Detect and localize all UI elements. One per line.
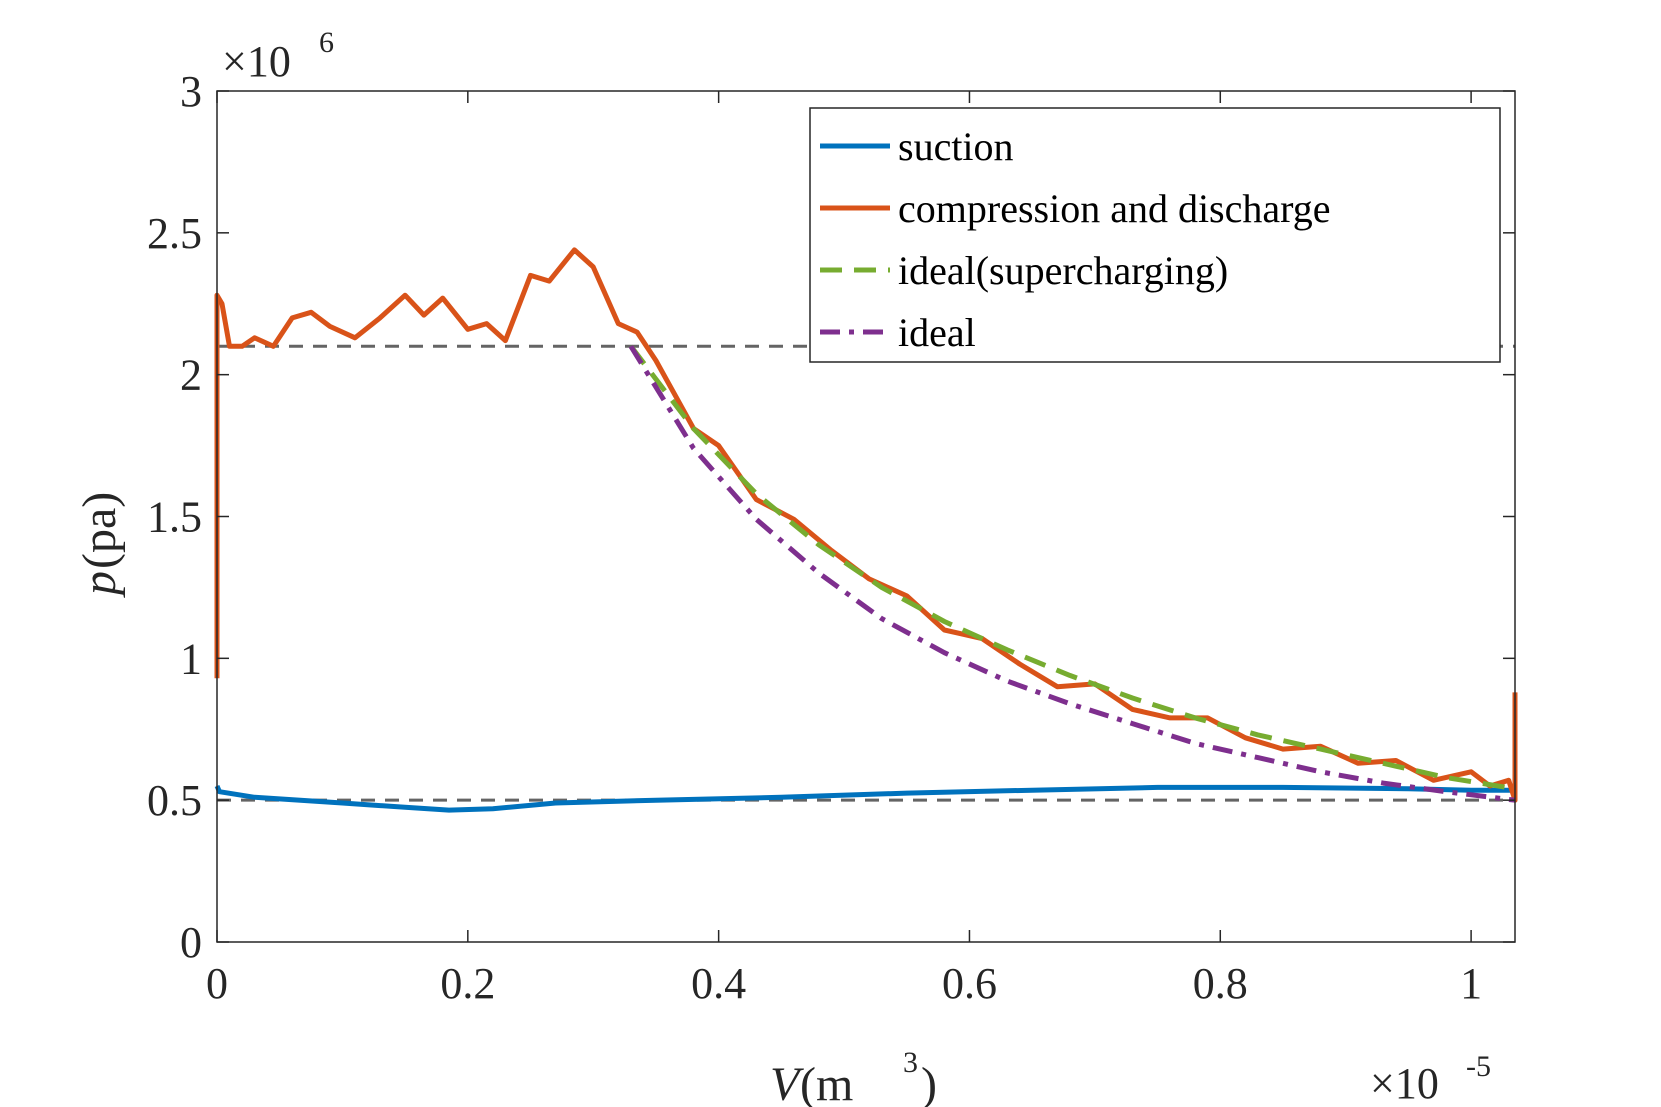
y-tick-label: 2 bbox=[180, 351, 202, 400]
legend-label: ideal(supercharging) bbox=[898, 248, 1228, 293]
y-tick-label: 0 bbox=[180, 918, 202, 967]
x-exponent-power: -5 bbox=[1466, 1050, 1491, 1083]
legend-label: suction bbox=[898, 124, 1014, 169]
x-tick-label: 0.2 bbox=[440, 959, 495, 1008]
y-tick-label: 1.5 bbox=[147, 493, 202, 542]
y-axis-unit: (pa) bbox=[73, 492, 126, 569]
y-exponent-base: ×10 bbox=[222, 37, 291, 86]
x-axis-unit: (m bbox=[800, 1058, 853, 1107]
series-line-suction bbox=[214, 784, 1515, 813]
x-tick-label: 0 bbox=[206, 959, 228, 1008]
y-axis-var: p bbox=[73, 571, 126, 598]
x-axis-exponent: ×10 -5 bbox=[1370, 1050, 1491, 1107]
legend-box bbox=[809, 107, 1501, 363]
series-line-ideal-supercharging- bbox=[628, 344, 1516, 792]
ticks-layer: 0 0.2 0.4 0.6 0.8 1 0 0.5 1 1.5 2 2.5 3 bbox=[147, 67, 1515, 1008]
legend: suction compression and discharge ideal(su… bbox=[809, 107, 1501, 363]
legend-label: ideal bbox=[898, 310, 976, 355]
x-tick-label: 1 bbox=[1460, 959, 1482, 1008]
x-exponent-base: ×10 bbox=[1370, 1059, 1439, 1107]
legend-label: compression and discharge bbox=[898, 186, 1330, 231]
x-axis-var: V bbox=[770, 1058, 804, 1107]
y-axis-label: p (pa) bbox=[73, 492, 126, 598]
y-axis-exponent: ×10 6 bbox=[222, 26, 334, 86]
x-tick-label: 0.4 bbox=[691, 959, 746, 1008]
x-axis-label: V (m 3 ) bbox=[770, 1046, 937, 1107]
legend-items: suction compression and discharge ideal(su… bbox=[820, 124, 1330, 355]
y-tick-label: 2.5 bbox=[147, 209, 202, 258]
y-exponent-power: 6 bbox=[319, 26, 334, 59]
x-axis-unit-exp: 3 bbox=[903, 1046, 918, 1079]
x-tick-label: 0.8 bbox=[1193, 959, 1248, 1008]
y-tick-label: 0.5 bbox=[147, 776, 202, 825]
x-axis-unit-close: ) bbox=[921, 1058, 937, 1107]
x-tick-label: 0.6 bbox=[942, 959, 997, 1008]
series-layer bbox=[214, 247, 1518, 813]
y-tick-label: 3 bbox=[180, 67, 202, 116]
y-tick-label: 1 bbox=[180, 634, 202, 683]
